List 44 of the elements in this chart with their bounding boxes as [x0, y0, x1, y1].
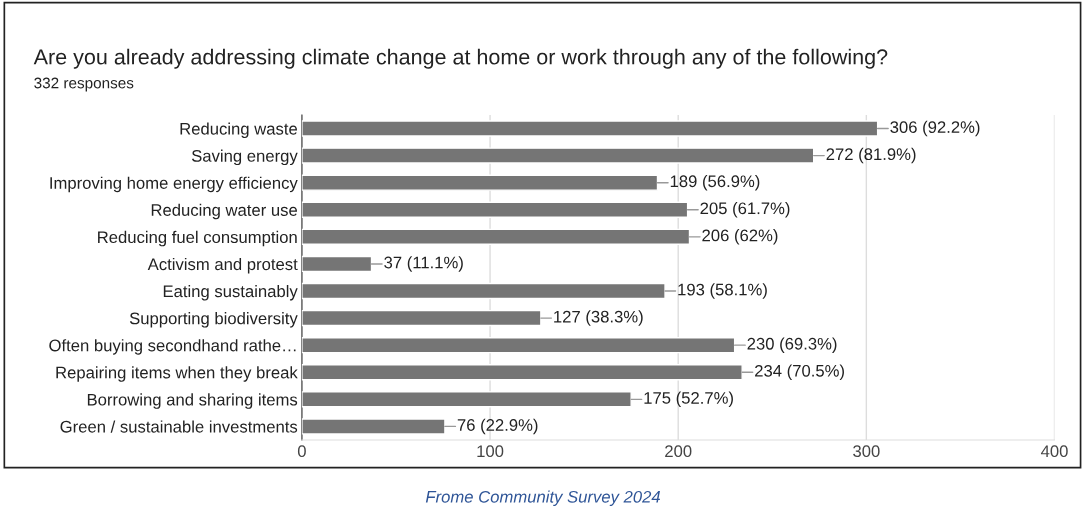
- y-tick-label: Eating sustainably: [163, 284, 298, 301]
- y-tick-label: Green / sustainable investments: [60, 420, 298, 433]
- x-tick-label: 200: [665, 445, 692, 458]
- data-label: 206 (62%): [702, 229, 778, 245]
- y-tick-label: Repairing items when they break: [56, 366, 298, 382]
- y-tick-label: Borrowing and sharing items: [87, 393, 298, 409]
- data-label: 205 (61.7%): [700, 202, 790, 218]
- bar: [301, 174, 659, 191]
- bar: [301, 120, 879, 137]
- y-tick-label: Activism and protest: [147, 257, 298, 274]
- bar: [301, 282, 666, 300]
- data-label: 127 (38.3%): [554, 310, 643, 326]
- bar: [301, 147, 815, 164]
- data-label: 175 (52.7%): [644, 391, 733, 408]
- text: 332 responses: [34, 77, 134, 92]
- bar: [301, 418, 446, 435]
- y-tick-label: Improving home energy efficiency: [50, 176, 298, 193]
- data-label: 230 (69.3%): [747, 337, 837, 353]
- y-tick-label: Often buying secondhand rathe…: [49, 339, 296, 355]
- data-label: 76 (22.9%): [457, 418, 538, 435]
- bar: [301, 228, 691, 245]
- data-label: 234 (70.5%): [755, 364, 844, 381]
- data-label: 37 (11.1%): [384, 256, 463, 272]
- bar: [301, 391, 632, 408]
- x-tick-label: 300: [853, 445, 880, 458]
- bar: [301, 364, 743, 381]
- x-tick-label: 0: [297, 445, 306, 458]
- y-tick-label: Reducing fuel consumption: [98, 230, 297, 247]
- bar: [301, 309, 542, 327]
- bar: [301, 201, 689, 218]
- y-tick-label: Reducing waste: [180, 122, 298, 139]
- data-label: 306 (92.2%): [890, 120, 980, 137]
- y-tick-label: Supporting biodiversity: [129, 312, 298, 328]
- data-label: 189 (56.9%): [670, 174, 760, 191]
- text: Frome Community Survey 2024: [425, 490, 661, 506]
- bar: [301, 255, 373, 273]
- x-tick-label: 100: [477, 445, 504, 458]
- y-tick-label: Reducing water use: [151, 203, 298, 220]
- y-tick-label: Saving energy: [191, 149, 298, 166]
- chart-title: Are you already addressing climate change at home or work through any of the following?: [33, 48, 888, 69]
- data-label: 193 (58.1%): [678, 283, 767, 299]
- x-tick-label: 400: [1040, 445, 1068, 458]
- data-label: 272 (81.9%): [826, 147, 916, 164]
- bar: [301, 337, 736, 354]
